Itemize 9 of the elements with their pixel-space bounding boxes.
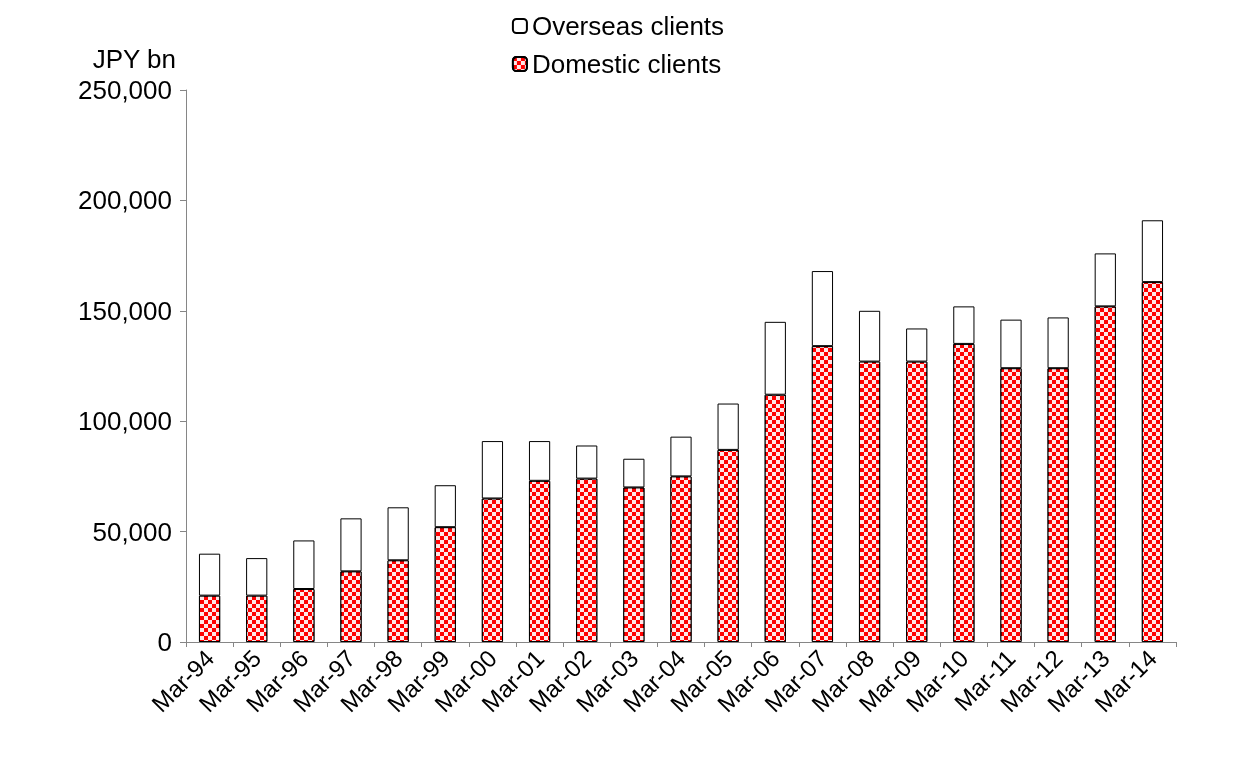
y-tick-label: 150,000	[78, 295, 172, 326]
legend-label: Domestic clients	[531, 49, 722, 79]
y-tick-label: 250,000	[78, 75, 172, 105]
legend-label: Overseas clients	[531, 11, 725, 41]
y-tick-label: 200,000	[78, 185, 172, 216]
y-axis-title: JPY bn	[92, 44, 176, 74]
y-tick-label: 0	[157, 627, 172, 657]
y-tick-label: 100,000	[78, 406, 172, 437]
y-tick-label: 50,000	[92, 516, 172, 547]
